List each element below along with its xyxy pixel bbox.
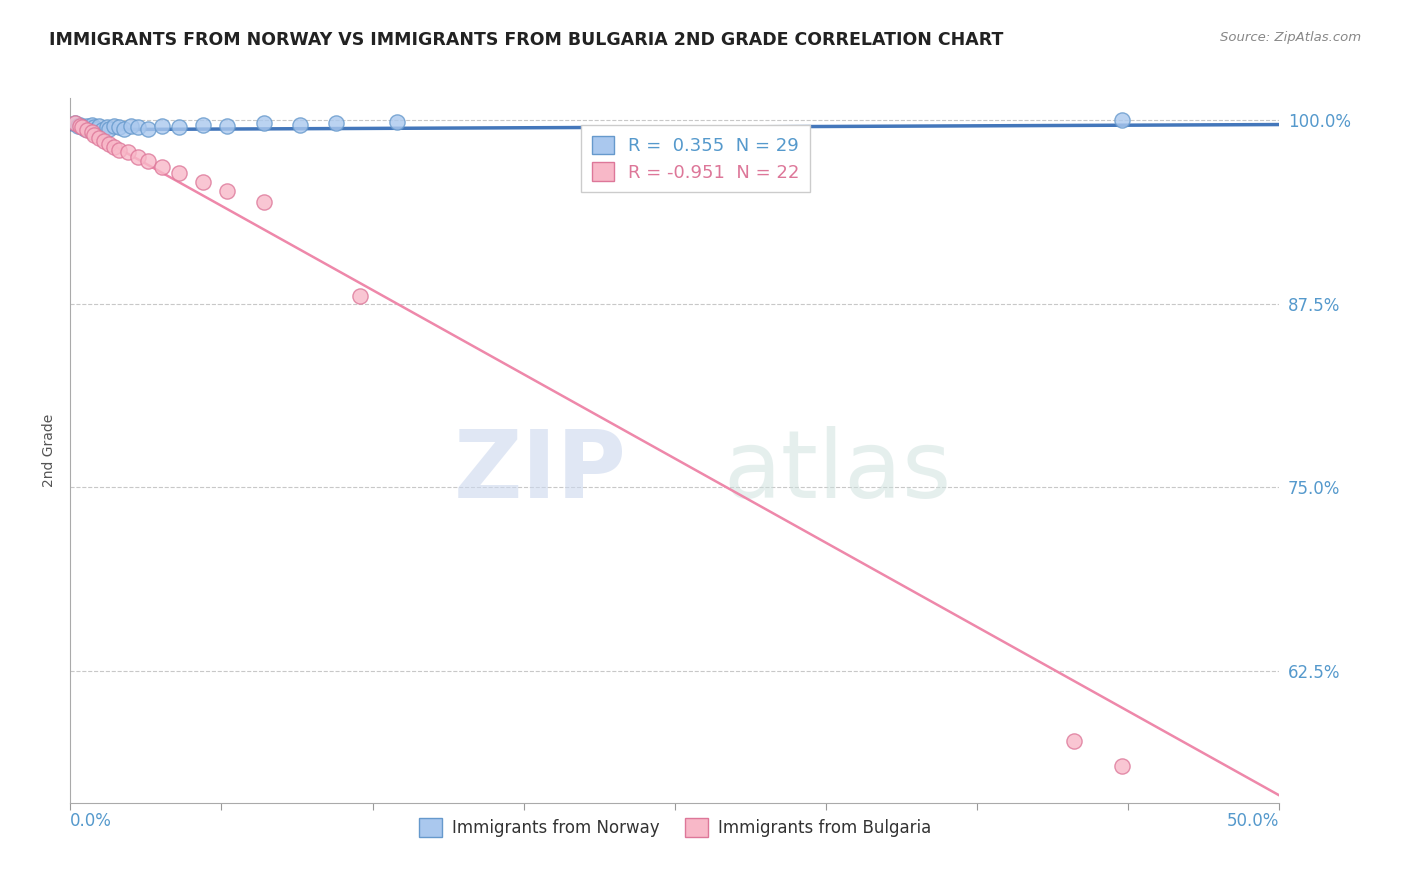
Point [217,184,239,198]
Point [127,150,149,164]
Point [66,119,89,133]
Point [72,120,94,135]
Point [89,119,111,133]
Point [98,122,121,136]
Point [120,119,142,133]
Point [103,119,125,133]
Point [63,116,86,130]
Point [167,166,190,180]
Point [117,145,139,160]
Point [83,120,105,135]
Point [96,120,118,135]
Point [150,119,173,133]
Point [69,118,91,132]
Point [112,122,135,136]
Point [103,139,125,153]
Point [72,120,94,135]
Point [385,114,408,128]
Point [89,130,111,145]
Point [93,134,115,148]
Point [90,123,112,137]
Point [79,123,101,137]
Point [325,116,347,130]
Point [193,175,215,189]
Point [80,125,103,139]
Point [69,119,91,133]
Point [83,128,105,142]
Point [86,122,108,136]
Point [73,122,96,136]
Point [253,195,276,210]
Point [136,122,159,136]
Point [193,118,215,132]
Text: IMMIGRANTS FROM NORWAY VS IMMIGRANTS FROM BULGARIA 2ND GRADE CORRELATION CHART: IMMIGRANTS FROM NORWAY VS IMMIGRANTS FRO… [49,31,1004,49]
Y-axis label: 2nd Grade: 2nd Grade [42,414,56,487]
Point [1063,734,1085,748]
Text: 0.0%: 0.0% [70,812,112,830]
Point [136,154,159,169]
Point [76,119,98,133]
Point [107,143,129,157]
Point [63,116,86,130]
Point [1111,113,1133,128]
Point [253,116,276,130]
Point [76,123,98,137]
Point [107,120,129,135]
Point [167,120,190,135]
Point [98,136,121,151]
Point [349,289,371,303]
Point [127,120,149,135]
Text: atlas: atlas [723,425,952,517]
Text: Source: ZipAtlas.com: Source: ZipAtlas.com [1220,31,1361,45]
Point [150,160,173,174]
Text: 50.0%: 50.0% [1227,812,1279,830]
Point [80,118,103,132]
Point [217,119,239,133]
Point [1111,759,1133,773]
Point [288,118,311,132]
Text: ZIP: ZIP [454,425,627,517]
Legend: Immigrants from Norway, Immigrants from Bulgaria: Immigrants from Norway, Immigrants from … [412,811,938,844]
